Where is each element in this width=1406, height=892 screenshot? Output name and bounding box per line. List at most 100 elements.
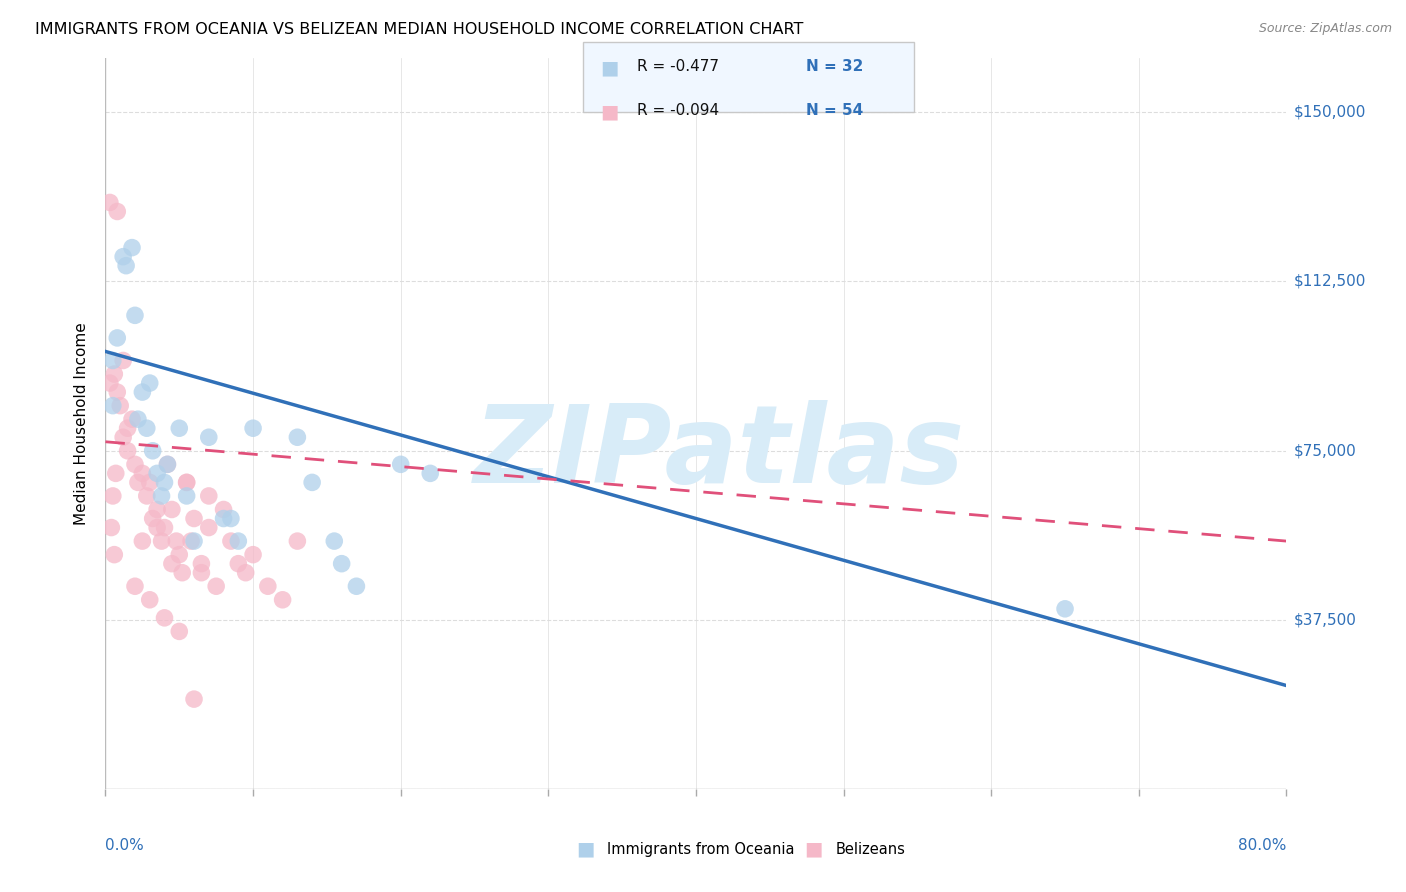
Point	[153, 475, 176, 490]
Text: ■: ■	[804, 839, 823, 859]
Point	[169, 548, 191, 562]
Text: $37,500: $37,500	[1294, 613, 1357, 628]
Point	[142, 511, 165, 525]
Point	[176, 475, 198, 490]
Point	[197, 520, 219, 534]
Point	[205, 579, 228, 593]
Point	[180, 534, 202, 549]
Point	[105, 331, 128, 345]
Point	[160, 557, 183, 571]
Point	[138, 592, 160, 607]
Point	[146, 520, 169, 534]
Text: R = -0.094: R = -0.094	[637, 103, 718, 119]
Point	[190, 566, 212, 580]
Point	[153, 611, 176, 625]
Text: 0.0%: 0.0%	[105, 838, 145, 854]
Text: Belizeans: Belizeans	[835, 842, 905, 856]
Point	[121, 241, 143, 255]
Point	[131, 385, 153, 400]
Point	[389, 458, 412, 472]
Point	[287, 534, 309, 549]
Point	[226, 534, 250, 549]
Point	[330, 557, 353, 571]
Point	[103, 548, 125, 562]
Point	[117, 443, 139, 458]
Point	[138, 475, 160, 490]
Point	[323, 534, 346, 549]
Point	[165, 534, 187, 549]
Point	[256, 579, 278, 593]
Point	[183, 692, 205, 706]
Point	[105, 385, 128, 400]
Text: Immigrants from Oceania: Immigrants from Oceania	[607, 842, 794, 856]
Point	[242, 548, 264, 562]
Point	[98, 195, 121, 210]
Point	[169, 624, 191, 639]
Text: R = -0.477: R = -0.477	[637, 59, 718, 74]
Point	[121, 412, 143, 426]
Point	[110, 399, 132, 413]
Point	[112, 353, 135, 368]
Text: ZIPatlas: ZIPatlas	[474, 400, 965, 506]
Point	[190, 557, 212, 571]
Point	[1054, 602, 1077, 616]
Point	[115, 259, 138, 273]
Point	[160, 502, 183, 516]
Point	[197, 489, 219, 503]
Text: ■: ■	[576, 839, 595, 859]
Point	[100, 520, 122, 534]
Point	[131, 534, 153, 549]
Point	[101, 489, 124, 503]
Text: N = 54: N = 54	[806, 103, 863, 119]
Point	[124, 458, 146, 472]
Y-axis label: Median Household Income: Median Household Income	[75, 322, 90, 525]
Point	[138, 376, 160, 390]
Point	[146, 467, 169, 481]
Text: ■: ■	[600, 58, 619, 77]
Point	[271, 592, 294, 607]
Point	[150, 534, 173, 549]
Text: IMMIGRANTS FROM OCEANIA VS BELIZEAN MEDIAN HOUSEHOLD INCOME CORRELATION CHART: IMMIGRANTS FROM OCEANIA VS BELIZEAN MEDI…	[35, 22, 803, 37]
Point	[127, 475, 149, 490]
Point	[172, 566, 194, 580]
Point	[287, 430, 309, 444]
Point	[212, 511, 235, 525]
Point	[98, 376, 121, 390]
Point	[219, 511, 242, 525]
Text: $150,000: $150,000	[1294, 104, 1365, 120]
Point	[242, 421, 264, 435]
Point	[346, 579, 368, 593]
Point	[135, 489, 157, 503]
Point	[153, 520, 176, 534]
Point	[112, 250, 135, 264]
Point	[301, 475, 323, 490]
Point	[117, 421, 139, 435]
Point	[212, 502, 235, 516]
Point	[183, 534, 205, 549]
Point	[124, 309, 146, 323]
Point	[103, 367, 125, 381]
Point	[150, 489, 173, 503]
Point	[169, 421, 191, 435]
Point	[146, 502, 169, 516]
Text: ■: ■	[600, 103, 619, 121]
Point	[235, 566, 257, 580]
Point	[183, 511, 205, 525]
Point	[176, 489, 198, 503]
Text: 80.0%: 80.0%	[1239, 838, 1286, 854]
Point	[419, 467, 441, 481]
Point	[197, 430, 219, 444]
Point	[219, 534, 242, 549]
Point	[176, 475, 198, 490]
Point	[156, 458, 179, 472]
Point	[135, 421, 157, 435]
Point	[127, 412, 149, 426]
Point	[104, 467, 127, 481]
Point	[112, 430, 135, 444]
Point	[105, 204, 128, 219]
Text: Source: ZipAtlas.com: Source: ZipAtlas.com	[1258, 22, 1392, 36]
Point	[226, 557, 250, 571]
Point	[101, 353, 124, 368]
Point	[142, 443, 165, 458]
Point	[131, 467, 153, 481]
